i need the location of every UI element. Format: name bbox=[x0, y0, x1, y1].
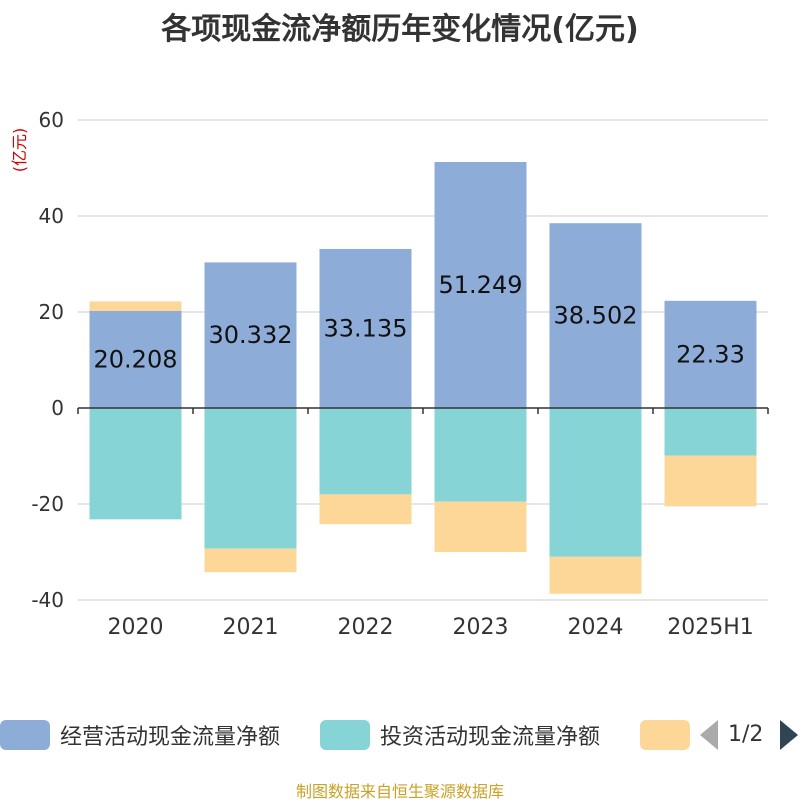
x-tick-label: 2023 bbox=[453, 615, 509, 640]
bar-1-2024 bbox=[549, 223, 642, 408]
bar-3-2021 bbox=[204, 548, 297, 573]
bar-1-2025H1 bbox=[664, 300, 757, 408]
y-tick-label: 20 bbox=[39, 300, 64, 324]
bar-3-2024 bbox=[549, 556, 642, 594]
data-label: 22.33 bbox=[676, 340, 745, 368]
label-layer: 20.208 30.332 33.135 51.249 38.502 22.33 bbox=[94, 271, 745, 373]
bar-2-2022 bbox=[319, 408, 412, 495]
y-tick-label: -40 bbox=[31, 588, 64, 612]
x-tick-label: 2020 bbox=[108, 615, 164, 640]
legend-label-operating: 经营活动现金流量净额 bbox=[60, 725, 281, 750]
bar-1-2021 bbox=[204, 262, 297, 408]
y-tick-label: 40 bbox=[39, 204, 64, 228]
legend-swatch-operating bbox=[0, 720, 50, 750]
y-tick-label: 60 bbox=[39, 108, 64, 132]
legend-swatch-financing bbox=[640, 720, 690, 750]
data-label: 20.208 bbox=[94, 346, 178, 374]
bar-3-2025H1 bbox=[664, 455, 757, 507]
bar-2-2020 bbox=[89, 408, 182, 520]
data-label: 33.135 bbox=[324, 314, 408, 342]
legend-next-page-icon[interactable] bbox=[780, 720, 798, 750]
data-label: 38.502 bbox=[554, 302, 638, 330]
data-label: 30.332 bbox=[209, 321, 293, 349]
bar-layer bbox=[89, 162, 757, 594]
bar-3-2020 bbox=[89, 301, 182, 312]
legend-page-indicator: 1/2 bbox=[728, 722, 764, 747]
y-tick-label: 0 bbox=[51, 396, 64, 420]
x-tick-label: 2024 bbox=[568, 615, 624, 640]
x-tick-label: 2025H1 bbox=[667, 615, 754, 640]
legend: 经营活动现金流量净额 投资活动现金流量净额 1/2 bbox=[0, 716, 800, 754]
bar-2-2025H1 bbox=[664, 408, 757, 456]
bar-1-2022 bbox=[319, 248, 412, 408]
x-tick-label: 2022 bbox=[338, 615, 394, 640]
bar-1-2020 bbox=[89, 311, 182, 408]
bar-3-2023 bbox=[434, 501, 527, 552]
legend-label-investing: 投资活动现金流量净额 bbox=[380, 725, 601, 750]
legend-prev-page-icon[interactable] bbox=[700, 720, 718, 750]
bar-2-2023 bbox=[434, 408, 527, 502]
x-tick-label: 2021 bbox=[223, 615, 279, 640]
axis-layer: -40 -20 0 20 40 60 2020 2021 2022 2023 2024 2025H1 bbox=[31, 108, 769, 640]
bar-2-2021 bbox=[204, 408, 297, 549]
legend-item-investing[interactable]: 投资活动现金流量净额 bbox=[320, 716, 600, 754]
bar-3-2022 bbox=[319, 494, 412, 525]
data-label: 51.249 bbox=[439, 271, 523, 299]
y-tick-label: -20 bbox=[31, 492, 64, 516]
legend-item-financing[interactable] bbox=[640, 716, 700, 754]
bar-1-2023 bbox=[434, 162, 527, 408]
legend-item-operating[interactable]: 经营活动现金流量净额 bbox=[0, 716, 280, 754]
source-note: 制图数据来自恒生聚源数据库 bbox=[295, 782, 504, 801]
bar-2-2024 bbox=[549, 408, 642, 557]
grid-layer bbox=[78, 119, 768, 601]
legend-swatch-investing bbox=[320, 720, 370, 750]
chart-title: 各项现金流净额历年变化情况(亿元) bbox=[161, 12, 639, 47]
